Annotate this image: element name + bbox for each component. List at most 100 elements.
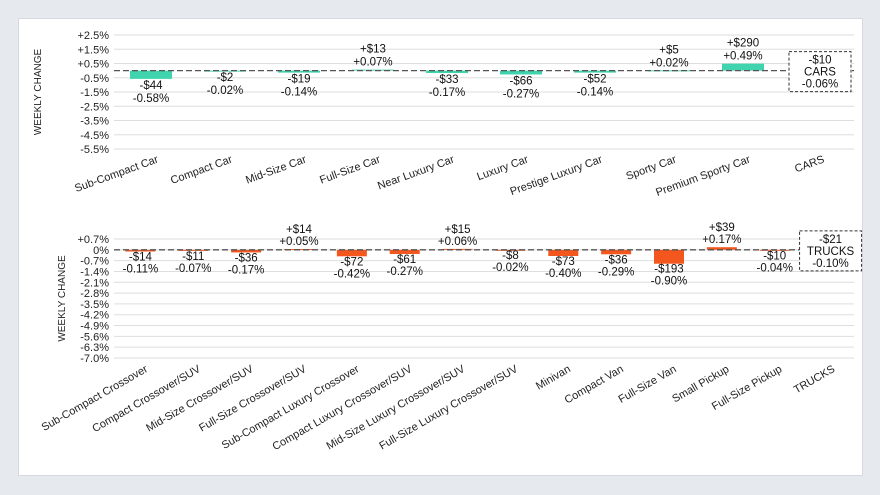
total-label: TRUCKS [807,246,855,258]
bar-11 [706,247,737,250]
y-tick-label: +1.5% [78,44,110,56]
pct-label-4: -0.42% [334,268,370,280]
category-label-0: Sub-Compact Car [73,153,160,195]
category-label-2: Mid-Size Car [244,153,308,186]
pct-label-12: -0.04% [756,262,792,274]
pct-label-3: +0.07% [353,57,392,69]
dollar-label-2: -$36 [235,252,258,264]
bar-3 [352,69,394,71]
bar-2 [231,249,262,253]
charts-svg: +2.5% +1.5% +0.5% -0.5% -1.5% -2.5% -3.5% -4.5%… [33,30,863,453]
dollar-label-10: -$193 [654,264,683,276]
pct-label-0: -0.11% [123,264,159,276]
y-tick-label: -4.2% [80,310,109,322]
total-dollar-label: -$10 [808,55,831,67]
pct-label-2: -0.14% [281,87,317,99]
y-tick-label: -5.5% [80,144,109,156]
dollar-label-6: -$52 [583,74,606,86]
dollar-label-3: +$14 [286,224,313,236]
bar-8 [548,249,579,256]
y-tick-label: -1.5% [80,87,109,99]
bar-10 [654,249,684,264]
pct-label-5: -0.27% [386,266,422,278]
y-tick-label: +0.5% [78,59,110,71]
total-dollar-label: -$21 [819,234,842,246]
y-tick-label: -0.7% [80,256,109,268]
pct-label-9: -0.29% [598,266,634,278]
y-tick-label: -1.4% [80,266,109,278]
total-label: CARS [804,67,836,79]
category-label-5: Luxury Car [475,153,530,183]
dollar-label-4: -$72 [340,256,363,268]
pct-label-2: -0.17% [228,264,264,276]
category-label-7: Sporty Car [625,153,679,182]
trucks-chart: +0.7%0%-0.7%-1.4%-2.1%-2.8%-3.5%-4.2%-4.… [40,222,863,453]
category-label-4: Near Luxury Car [376,153,456,192]
pct-label-11: +0.17% [702,234,741,246]
bar-5 [500,70,542,75]
y-tick-label: -2.1% [80,277,109,289]
dollar-label-5: -$66 [509,75,532,87]
y-tick-label: +2.5% [78,30,110,42]
bar-4 [336,249,367,257]
dollar-label-6: +$15 [445,224,471,236]
y-tick-label: -5.6% [80,331,109,343]
y-tick-label: -6.3% [80,342,109,354]
dollar-label-2: -$19 [287,74,310,86]
pct-label-7: -0.02% [492,262,528,274]
dollar-label-7: +$5 [659,44,679,56]
bar-6 [574,70,616,73]
dollar-label-8: +$290 [727,38,759,50]
bar-1 [178,249,209,251]
dollar-label-8: -$73 [552,256,575,268]
y-axis-label: WEEKLY CHANGE [33,49,44,136]
y-tick-label: -2.8% [80,288,109,300]
pct-label-4: -0.17% [429,87,465,99]
dollar-label-12: -$10 [763,250,786,262]
y-tick-label: -3.5% [80,116,109,128]
bar-8 [722,63,764,71]
y-tick-label: -3.5% [80,299,109,311]
y-tick-label: 0% [93,245,109,257]
dollar-label-7: -$8 [502,250,519,262]
dollar-label-0: -$14 [129,252,153,264]
bar-0 [125,249,156,252]
dollar-label-11: +$39 [709,222,735,234]
pct-label-7: +0.02% [649,57,688,69]
category-label-13: TRUCKS [792,363,837,396]
pct-label-6: +0.06% [438,236,477,248]
bar-2 [278,70,320,73]
category-label-8: Minivan [534,363,573,392]
dollar-label-1: -$2 [217,72,234,84]
dollar-label-0: -$44 [139,80,163,92]
bar-5 [389,249,420,254]
pct-label-0: -0.58% [133,93,169,105]
dollar-label-3: +$13 [360,44,386,56]
total-box [799,230,863,272]
y-tick-label: -7.0% [80,353,109,365]
chart-panel: +2.5% +1.5% +0.5% -0.5% -1.5% -2.5% -3.5% -4.5%… [18,18,863,476]
y-tick-label: +0.7% [78,234,110,246]
bar-0 [130,70,172,79]
pct-label-10: -0.90% [651,276,687,288]
pct-label-3: +0.05% [279,236,318,248]
cars-chart: +2.5% +1.5% +0.5% -0.5% -1.5% -2.5% -3.5% -4.5%… [33,30,854,199]
category-label-9: Compact Van [563,363,626,406]
pct-label-1: -0.02% [207,85,243,97]
category-label-3: Full-Size Car [318,153,382,186]
total-pct-label: -0.10% [812,258,848,270]
total-pct-label: -0.06% [802,79,838,91]
pct-label-1: -0.07% [175,263,211,275]
y-tick-label: -4.9% [80,321,109,333]
y-tick-label: -0.5% [80,73,109,85]
pct-label-8: +0.49% [723,51,762,63]
pct-label-8: -0.40% [545,268,581,280]
y-tick-label: -2.5% [80,101,109,113]
dollar-label-9: -$36 [605,254,628,266]
dollar-label-4: -$33 [435,74,458,86]
dollar-label-1: -$11 [182,251,204,263]
total-box [788,51,852,93]
bar-4 [426,70,468,74]
category-label-10: Full-Size Van [617,363,679,406]
pct-label-6: -0.14% [577,87,613,99]
